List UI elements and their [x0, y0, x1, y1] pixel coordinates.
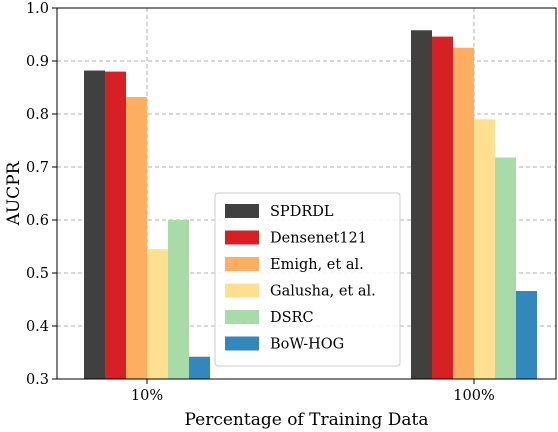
legend-label: BoW-HOG — [270, 337, 344, 353]
x-tick-label: 100% — [453, 388, 494, 404]
y-tick-label: 0.4 — [26, 319, 49, 335]
bar — [453, 47, 474, 379]
legend: SPDRDL Densenet121 Emigh, et al. Galusha, e… — [214, 192, 401, 367]
y-tick-label: 1.0 — [26, 1, 49, 17]
bar — [411, 30, 432, 379]
legend-label: SPDRDL — [270, 204, 334, 220]
legend-swatch — [225, 204, 259, 218]
bar — [474, 119, 495, 380]
bar — [105, 71, 126, 379]
legend-label: DSRC — [270, 310, 314, 326]
bar — [84, 70, 105, 379]
y-tick-label: 0.6 — [26, 213, 49, 229]
y-axis-title: AUCPR — [4, 160, 24, 226]
y-tick-label: 0.3 — [26, 372, 49, 388]
legend-swatch — [225, 257, 259, 271]
legend-label: Galusha, et al. — [270, 284, 376, 300]
bar — [147, 249, 168, 379]
legend-swatch — [225, 230, 259, 245]
y-axis-ticks: 0.3 0.4 0.5 0.6 0.7 0.8 0.9 1.0 — [26, 1, 57, 388]
bar — [495, 157, 516, 379]
x-axis-ticks: 10% 100% — [131, 379, 495, 404]
bar — [516, 291, 537, 379]
y-tick-label: 0.8 — [26, 107, 49, 123]
bar — [168, 220, 189, 379]
bars — [84, 30, 537, 380]
legend-swatch — [225, 310, 259, 324]
bar — [126, 97, 147, 379]
y-tick-label: 0.9 — [26, 54, 49, 70]
legend-label: Emigh, et al. — [270, 257, 364, 273]
plot-frame — [56, 7, 557, 380]
bar — [189, 356, 210, 379]
y-tick-label: 0.5 — [26, 266, 49, 282]
legend-box — [214, 192, 401, 367]
x-tick-label: 10% — [131, 388, 163, 404]
bar — [432, 36, 453, 380]
legend-swatch — [225, 336, 259, 351]
legend-label: Densenet121 — [270, 231, 367, 247]
x-axis-title: Percentage of Training Data — [184, 410, 428, 430]
legend-swatch — [225, 283, 259, 298]
y-tick-label: 0.7 — [26, 160, 49, 176]
